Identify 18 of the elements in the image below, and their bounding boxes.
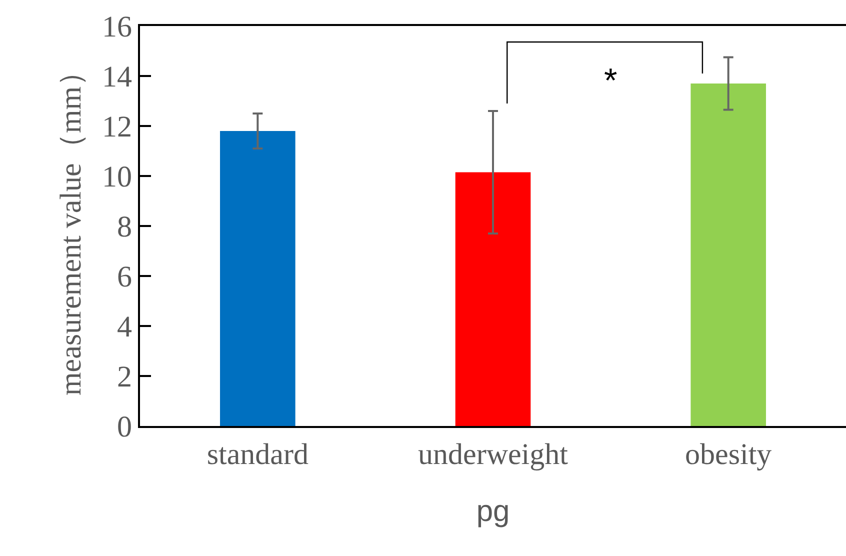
x-tick-label: standard: [206, 438, 308, 471]
y-tick-label: 14: [102, 60, 132, 94]
x-axis-title: pg: [476, 495, 510, 528]
y-tick-label: 10: [102, 160, 132, 194]
y-tick-label: 8: [117, 210, 132, 244]
y-tick-label: 4: [117, 310, 132, 344]
x-tick-label: obesity: [684, 438, 772, 471]
y-tick-label: 0: [117, 410, 132, 444]
bar: [690, 84, 766, 426]
y-tick-label: 6: [117, 260, 132, 294]
annotation: *: [604, 62, 618, 100]
y-tick-label: 2: [117, 360, 132, 394]
y-tick-label: 12: [102, 110, 132, 144]
bar: [220, 131, 296, 426]
y-axis-title: measurement value（mm）: [54, 56, 88, 396]
y-tick-label: 16: [102, 10, 132, 44]
x-tick-label: underweight: [418, 438, 569, 471]
bar: [455, 172, 531, 426]
